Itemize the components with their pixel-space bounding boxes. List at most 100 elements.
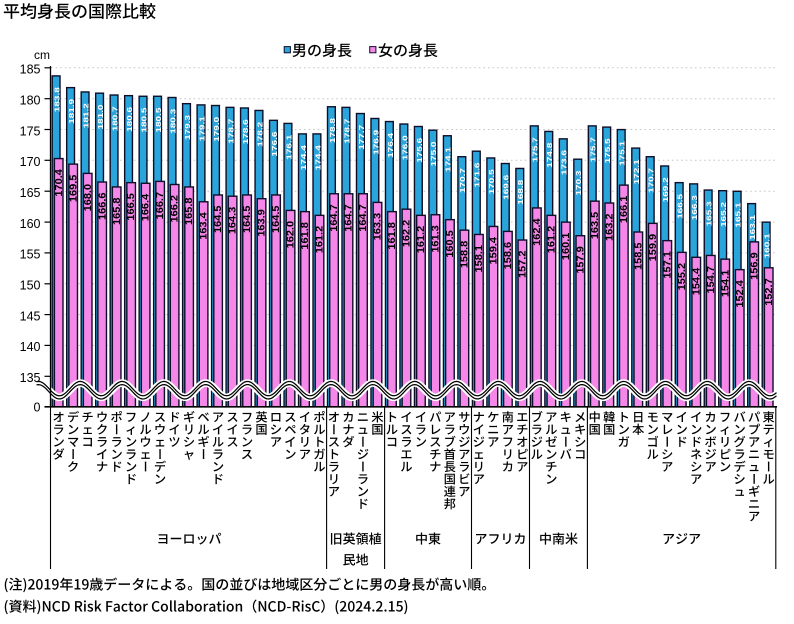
svg-text:163.1: 163.1 — [748, 215, 756, 240]
svg-text:180: 180 — [20, 94, 41, 108]
svg-text:180.7: 180.7 — [111, 106, 119, 131]
svg-text:180.5: 180.5 — [154, 107, 162, 132]
svg-text:161.3: 161.3 — [430, 225, 441, 253]
svg-text:175.1: 175.1 — [618, 141, 626, 166]
svg-text:164.3: 164.3 — [227, 207, 238, 235]
svg-text:140: 140 — [20, 340, 41, 354]
svg-text:164.7: 164.7 — [328, 204, 339, 232]
svg-text:181.2: 181.2 — [82, 103, 90, 128]
svg-text:169.5: 169.5 — [68, 174, 79, 202]
svg-text:172.1: 172.1 — [632, 159, 640, 184]
svg-text:169.6: 169.6 — [502, 175, 510, 200]
svg-text:164.5: 164.5 — [242, 205, 253, 233]
svg-text:135: 135 — [20, 371, 41, 385]
svg-text:175.7: 175.7 — [531, 137, 539, 162]
svg-text:163.9: 163.9 — [256, 209, 267, 237]
svg-text:165.1: 165.1 — [734, 202, 742, 227]
svg-text:161.2: 161.2 — [546, 226, 557, 254]
svg-text:175.6: 175.6 — [415, 138, 423, 163]
svg-text:174.4: 174.4 — [299, 145, 307, 170]
svg-text:155.2: 155.2 — [676, 263, 687, 291]
svg-text:181.9: 181.9 — [67, 99, 75, 124]
svg-text:175.5: 175.5 — [603, 138, 611, 163]
svg-text:165.8: 165.8 — [111, 197, 122, 225]
svg-text:166.5: 166.5 — [126, 193, 137, 221]
svg-text:157.9: 157.9 — [575, 246, 586, 274]
svg-text:157.2: 157.2 — [517, 250, 528, 278]
svg-text:178.7: 178.7 — [227, 119, 235, 144]
svg-text:174.1: 174.1 — [444, 147, 452, 172]
svg-text:170.5: 170.5 — [487, 169, 495, 194]
svg-text:165: 165 — [20, 186, 41, 200]
svg-text:168.8: 168.8 — [516, 180, 524, 205]
svg-text:154.1: 154.1 — [720, 270, 731, 298]
svg-text:164.5: 164.5 — [270, 205, 281, 233]
svg-text:178.8: 178.8 — [328, 118, 336, 143]
svg-text:174.4: 174.4 — [314, 145, 322, 170]
svg-text:166.7: 166.7 — [155, 192, 166, 220]
svg-text:155: 155 — [20, 248, 41, 262]
svg-text:166.2: 166.2 — [169, 195, 180, 223]
svg-text:150: 150 — [20, 279, 41, 293]
svg-text:164.5: 164.5 — [213, 205, 224, 233]
svg-text:178.7: 178.7 — [343, 119, 351, 144]
svg-text:170.4: 170.4 — [53, 169, 64, 197]
svg-text:173.6: 173.6 — [560, 150, 568, 175]
svg-text:161.8: 161.8 — [299, 222, 310, 250]
svg-text:166.6: 166.6 — [97, 192, 108, 220]
svg-text:165.3: 165.3 — [705, 201, 713, 226]
svg-text:175: 175 — [20, 124, 41, 138]
svg-text:161.8: 161.8 — [386, 222, 397, 250]
svg-text:152.4: 152.4 — [734, 280, 745, 308]
svg-text:170.7: 170.7 — [647, 168, 655, 193]
svg-text:180.6: 180.6 — [125, 107, 133, 132]
svg-text:158.5: 158.5 — [633, 242, 644, 270]
svg-text:176.4: 176.4 — [386, 133, 394, 158]
svg-text:179.0: 179.0 — [212, 117, 220, 142]
svg-text:160.1: 160.1 — [763, 233, 771, 258]
svg-text:158.6: 158.6 — [502, 242, 513, 270]
svg-text:158.1: 158.1 — [473, 245, 484, 273]
svg-text:163.4: 163.4 — [198, 212, 209, 240]
svg-text:145: 145 — [20, 309, 41, 323]
svg-text:0: 0 — [34, 401, 41, 415]
svg-text:161.2: 161.2 — [314, 226, 325, 254]
svg-text:170: 170 — [20, 155, 41, 169]
svg-text:180.5: 180.5 — [140, 107, 148, 132]
svg-text:160.5: 160.5 — [444, 230, 455, 258]
svg-text:160: 160 — [20, 217, 41, 231]
svg-text:170.7: 170.7 — [458, 168, 466, 193]
svg-text:163.3: 163.3 — [372, 213, 383, 241]
svg-text:175.0: 175.0 — [429, 141, 437, 166]
svg-text:176.0: 176.0 — [401, 135, 409, 160]
svg-text:169.2: 169.2 — [661, 177, 669, 202]
svg-text:158.8: 158.8 — [459, 241, 470, 269]
svg-text:165.8: 165.8 — [184, 197, 195, 225]
svg-text:162.4: 162.4 — [531, 218, 542, 246]
svg-text:170.3: 170.3 — [574, 170, 582, 195]
svg-text:162.0: 162.0 — [285, 221, 296, 249]
svg-text:162.2: 162.2 — [401, 220, 412, 248]
svg-text:164.7: 164.7 — [343, 204, 354, 232]
svg-text:168.0: 168.0 — [82, 184, 93, 212]
svg-text:181.0: 181.0 — [96, 104, 104, 129]
svg-text:171.6: 171.6 — [473, 162, 481, 187]
svg-text:cm: cm — [34, 48, 50, 62]
svg-text:161.2: 161.2 — [415, 226, 426, 254]
svg-text:177.7: 177.7 — [357, 125, 365, 150]
svg-text:163.5: 163.5 — [589, 212, 600, 240]
svg-text:179.3: 179.3 — [183, 115, 191, 140]
svg-text:165.2: 165.2 — [719, 202, 727, 227]
svg-text:176.1: 176.1 — [285, 135, 293, 160]
svg-text:163.2: 163.2 — [604, 213, 615, 241]
svg-text:180.3: 180.3 — [169, 109, 177, 134]
svg-text:159.9: 159.9 — [647, 234, 658, 262]
svg-text:152.7: 152.7 — [763, 278, 774, 306]
svg-text:166.3: 166.3 — [690, 195, 698, 220]
svg-text:156.9: 156.9 — [749, 252, 760, 280]
svg-text:164.7: 164.7 — [357, 204, 368, 232]
svg-text:185: 185 — [20, 63, 41, 77]
svg-text:174.8: 174.8 — [545, 143, 553, 168]
svg-text:178.2: 178.2 — [256, 122, 264, 147]
svg-text:157.1: 157.1 — [662, 251, 673, 279]
